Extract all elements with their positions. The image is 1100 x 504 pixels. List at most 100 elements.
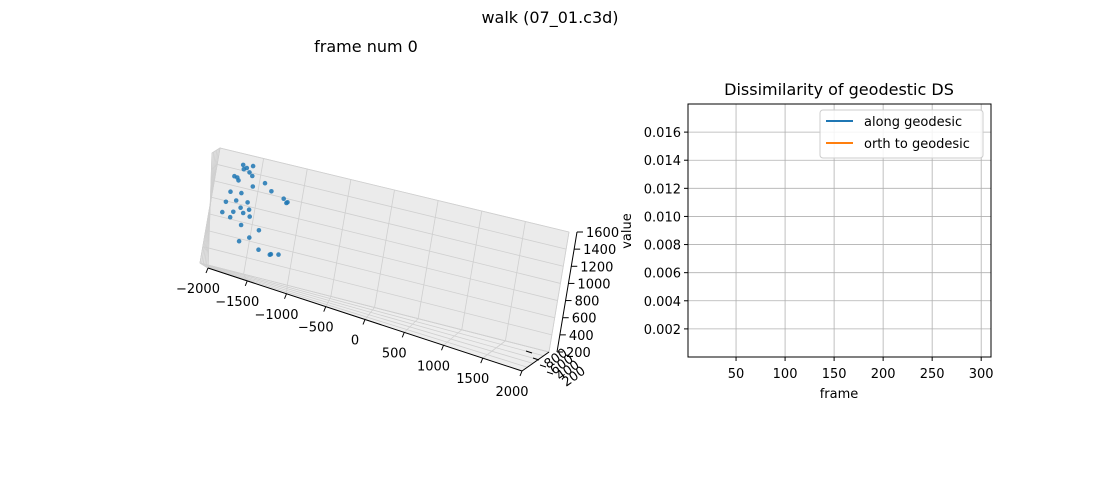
x-tick-label: −2000 bbox=[176, 282, 220, 297]
y-axis-line bbox=[521, 351, 550, 372]
x-tick-label: −1500 bbox=[215, 295, 259, 310]
grid-z-side bbox=[208, 213, 211, 219]
legend-box bbox=[819, 109, 984, 159]
grid-z-back bbox=[205, 229, 555, 319]
scatter-point bbox=[256, 228, 262, 233]
grid-z-side bbox=[211, 164, 218, 170]
y-axis-label: value bbox=[620, 213, 635, 249]
scatter-3d-title: frame num 0 bbox=[314, 37, 418, 56]
z-axis-line bbox=[556, 231, 578, 353]
scatter-point bbox=[250, 173, 255, 179]
grid-z-side bbox=[210, 180, 215, 187]
x-tick-label: 1500 bbox=[456, 372, 489, 387]
scatter-point bbox=[227, 214, 233, 220]
x-tick-label: 200 bbox=[871, 367, 896, 382]
x-tick bbox=[480, 357, 484, 364]
y-tick-label: 0.012 bbox=[644, 182, 681, 197]
grid-y-side bbox=[207, 152, 213, 269]
x-tick bbox=[362, 319, 366, 325]
x-tick-label: 50 bbox=[728, 367, 745, 382]
3d-gridlines bbox=[199, 147, 570, 372]
z-tick-label: 400 bbox=[569, 329, 594, 344]
grid-x-back bbox=[461, 210, 483, 330]
scatter-point bbox=[247, 235, 252, 240]
grid-z-back bbox=[202, 246, 552, 336]
x-tick-label: 250 bbox=[920, 367, 945, 382]
grid-z-side bbox=[209, 197, 212, 203]
x-tick bbox=[284, 293, 287, 299]
grid-x-floor bbox=[403, 318, 419, 333]
grid-y-floor bbox=[206, 266, 528, 368]
scatter-point bbox=[276, 252, 281, 257]
grid-x-back bbox=[374, 189, 395, 308]
legend-label-along: along geodesic bbox=[864, 115, 962, 130]
grid-x-back bbox=[243, 158, 265, 275]
legend-label-orth: orth to geodesic bbox=[864, 137, 970, 152]
line-chart-panel: Dissimilarity of geodestic DS 50 100 150 20… bbox=[620, 80, 994, 402]
grid-x-back bbox=[417, 200, 439, 319]
scatter-point bbox=[256, 247, 261, 252]
z-tick-label: 200 bbox=[566, 346, 591, 361]
grid-y-floor bbox=[204, 265, 533, 364]
x-tick-label: 100 bbox=[773, 367, 798, 382]
scatter-point bbox=[236, 238, 242, 244]
x-tick-label: 1000 bbox=[417, 359, 450, 374]
y-tick bbox=[532, 357, 540, 361]
3d-tick-labels: −2000−1500−1000−500 0 500 1000 1500 2000 200 40… bbox=[176, 226, 619, 400]
x-tick bbox=[205, 267, 209, 274]
line-chart-title: Dissimilarity of geodestic DS bbox=[724, 80, 954, 99]
y-tick-label: 0.004 bbox=[644, 295, 681, 310]
y-tick-label: 0.008 bbox=[644, 239, 681, 254]
y-tick-label: 0.006 bbox=[644, 267, 681, 282]
grid-x-floor bbox=[364, 307, 375, 320]
scatter-point bbox=[245, 200, 250, 205]
grid-z-back bbox=[208, 213, 558, 301]
scatter-point bbox=[269, 189, 274, 194]
z-tick-label: 1000 bbox=[577, 277, 610, 292]
scatter-point bbox=[238, 205, 243, 210]
y-tick bbox=[525, 350, 533, 354]
z-tick-label: 1200 bbox=[580, 260, 613, 275]
scatter-point bbox=[228, 189, 233, 194]
scatter-point bbox=[236, 178, 241, 183]
scatter-point bbox=[268, 251, 274, 257]
grid-z-side bbox=[205, 229, 210, 236]
scatter-point bbox=[262, 180, 268, 186]
grid-x-floor bbox=[443, 329, 463, 346]
scatter-point bbox=[250, 184, 256, 189]
x-tick-label: 150 bbox=[822, 367, 847, 382]
grid-z-side bbox=[202, 246, 209, 252]
x-axis-label: frame bbox=[820, 387, 859, 402]
x-tick bbox=[519, 370, 523, 377]
3d-axis-lines bbox=[205, 231, 583, 377]
grid-z-back bbox=[217, 164, 567, 250]
3d-scatter-points bbox=[220, 162, 290, 257]
scatter-point bbox=[223, 199, 229, 205]
x-tick-label: −1000 bbox=[255, 308, 299, 323]
scatter-point bbox=[239, 190, 244, 196]
scatter-point bbox=[240, 162, 246, 168]
grid-x-floor bbox=[482, 340, 506, 359]
scatter-point bbox=[241, 166, 247, 172]
grid-x-back bbox=[504, 221, 526, 341]
x-tick bbox=[441, 345, 444, 351]
scatter-point bbox=[233, 198, 239, 203]
x-tick-label: 500 bbox=[382, 346, 407, 361]
grid-z-back bbox=[219, 147, 570, 233]
grid-z-side bbox=[199, 262, 209, 269]
grid-y-floor bbox=[203, 264, 539, 360]
grid-x-back bbox=[548, 231, 570, 353]
z-tick-label: 1600 bbox=[586, 226, 619, 241]
scatter-point bbox=[240, 210, 246, 216]
z-tick-label: 600 bbox=[572, 312, 597, 327]
x-tick bbox=[401, 332, 405, 338]
x-tick bbox=[244, 280, 248, 287]
scatter-point bbox=[238, 222, 244, 228]
grid-y-floor bbox=[201, 263, 544, 357]
scatter-point bbox=[247, 214, 252, 219]
grid-z-back bbox=[211, 196, 561, 284]
scatter-point bbox=[220, 209, 225, 215]
grid-z-back bbox=[214, 180, 564, 267]
x-tick-label: 300 bbox=[969, 367, 994, 382]
